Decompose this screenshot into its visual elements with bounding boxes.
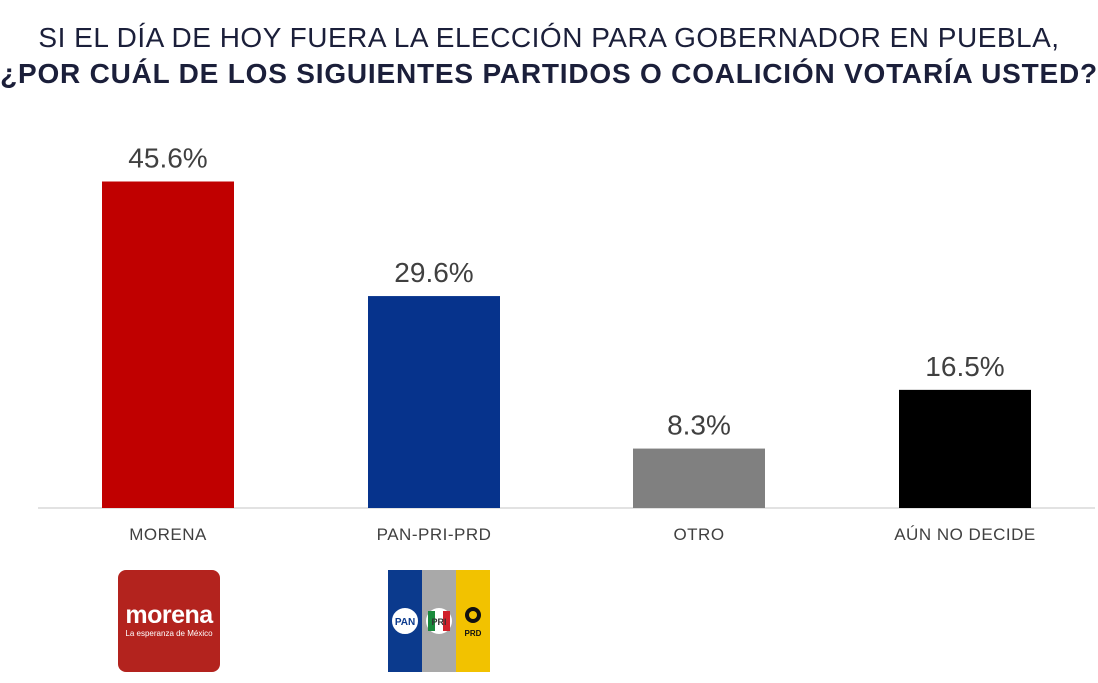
pan-emblem-text: PAN — [395, 617, 415, 628]
morena-logo: morena La esperanza de México — [118, 570, 220, 672]
pri-emblem-text: PRI — [431, 617, 446, 627]
chart-title-line2: ¿POR CUÁL DE LOS SIGUIENTES PARTIDOS O C… — [0, 58, 1098, 89]
bar-value-label-0: 45.6% — [128, 143, 207, 174]
pan-pri-prd-logo: PAN PRI PRD — [388, 570, 490, 672]
bar-value-label-1: 29.6% — [394, 257, 473, 288]
pan-emblem — [390, 606, 420, 636]
chart-title-line1: SI EL DÍA DE HOY FUERA LA ELECCIÓN PARA … — [38, 22, 1060, 53]
category-label-1: PAN-PRI-PRD — [377, 525, 492, 544]
category-label-3: AÚN NO DECIDE — [894, 525, 1036, 544]
category-label-0: MORENA — [129, 525, 207, 544]
bar-3 — [899, 389, 1031, 508]
bar-value-label-2: 8.3% — [667, 410, 731, 441]
bar-1 — [368, 296, 500, 508]
bar-value-label-3: 16.5% — [925, 351, 1004, 382]
category-label-2: OTRO — [673, 525, 724, 544]
prd-emblem-text: PRD — [465, 629, 482, 638]
bar-2 — [633, 448, 765, 508]
morena-logo-word: morena — [125, 601, 213, 629]
bar-0 — [102, 181, 234, 508]
morena-logo-tagline: La esperanza de México — [125, 629, 213, 638]
